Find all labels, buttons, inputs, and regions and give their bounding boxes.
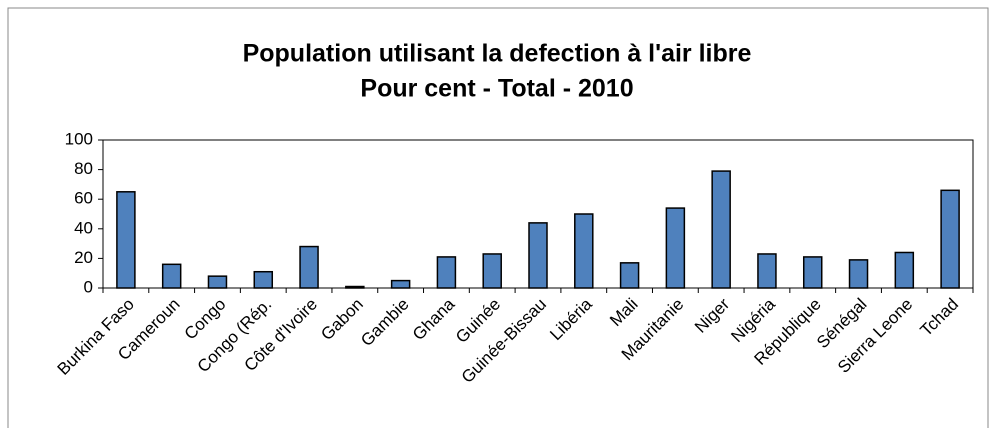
y-tick-label: 60 [74, 189, 93, 208]
bar [894, 251, 915, 289]
bar [207, 275, 228, 289]
bar [802, 256, 823, 289]
bar [665, 207, 686, 289]
y-tick-label: 20 [74, 248, 93, 267]
y-tick-label: 40 [74, 218, 93, 237]
bar [482, 253, 502, 289]
bar [161, 263, 182, 289]
bar [390, 279, 411, 289]
bar [619, 262, 640, 289]
bar [757, 253, 777, 289]
bar [574, 213, 594, 289]
y-tick-label: 80 [74, 159, 93, 178]
bar [299, 245, 319, 289]
chart-frame [7, 7, 989, 428]
bar [711, 170, 731, 289]
bar [345, 285, 365, 289]
bar [848, 259, 869, 289]
y-tick-label: 0 [84, 277, 93, 296]
chart-title: Population utilisant la defection à l'ai… [243, 40, 752, 68]
y-tick-label: 100 [65, 129, 93, 148]
bar [253, 270, 274, 289]
bar [528, 222, 548, 289]
bar [940, 189, 960, 289]
bar [436, 256, 457, 289]
bar [116, 191, 136, 289]
chart-subtitle: Pour cent - Total - 2010 [360, 75, 633, 103]
